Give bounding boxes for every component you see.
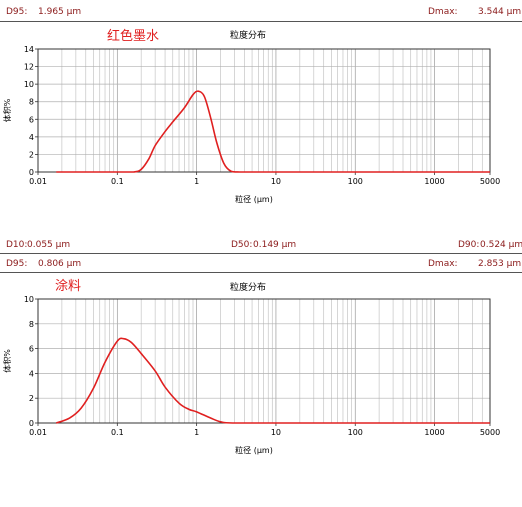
chart-title: 粒度分布 xyxy=(230,29,266,41)
d50-label: D50: xyxy=(231,240,253,250)
d95-value: 1.965 μm xyxy=(38,7,82,17)
y-tick-label: 10 xyxy=(24,295,34,304)
d10-value: 0.055 μm xyxy=(27,240,71,250)
chart-red-ink: 红色墨水 粒度分布 0 2 4 6 8 10 12 14 0.01 0.1 1 10 100 1000 5000… xyxy=(2,28,500,204)
divider xyxy=(0,272,522,273)
y-tick-label: 0 xyxy=(29,419,34,428)
d90-label: D90: xyxy=(458,240,480,250)
x-axis-label: 粒径 (μm) xyxy=(235,445,273,455)
y-tick-label: 2 xyxy=(29,394,34,403)
dmax-value: 3.544 μm xyxy=(478,7,522,17)
y-axis-label: 体积% xyxy=(2,349,12,373)
divider xyxy=(0,253,522,254)
y-tick-label: 0 xyxy=(29,168,34,177)
sample-label: 红色墨水 xyxy=(107,28,159,44)
y-tick-label: 4 xyxy=(29,369,34,378)
x-tick-label: 10 xyxy=(271,428,281,437)
d10-label: D10: xyxy=(6,240,28,250)
stats-row-1: D95: 1.965 μm Dmax: 3.544 μm xyxy=(0,6,522,20)
series-line xyxy=(56,90,490,173)
d95-value: 0.806 μm xyxy=(38,259,82,269)
y-tick-label: 8 xyxy=(29,320,34,329)
x-tick-label: 100 xyxy=(348,428,363,437)
stats-row-3: D95: 0.806 μm Dmax: 2.853 μm xyxy=(0,258,522,272)
y-tick-label: 6 xyxy=(29,345,34,354)
x-tick-label: 0.01 xyxy=(29,428,47,437)
y-tick-label: 8 xyxy=(29,98,34,107)
d95-label: D95: xyxy=(6,259,28,269)
y-tick-label: 4 xyxy=(29,133,34,142)
dmax-label: Dmax: xyxy=(428,7,458,17)
dmax-value: 2.853 μm xyxy=(478,259,522,269)
sample-label: 涂料 xyxy=(55,278,81,294)
chart-coating: 涂料 粒度分布 0 2 4 6 8 10 0.01 0.1 1 10 100 1000 5000 粒径 (μm… xyxy=(2,278,500,455)
x-tick-label: 1 xyxy=(194,177,199,186)
x-tick-label: 1000 xyxy=(424,177,444,186)
chart-title: 粒度分布 xyxy=(230,281,266,293)
x-axis-label: 粒径 (μm) xyxy=(235,194,273,204)
divider xyxy=(0,21,522,22)
x-tick-label: 0.1 xyxy=(111,177,124,186)
y-tick-label: 14 xyxy=(24,45,34,54)
x-tick-label: 100 xyxy=(348,177,363,186)
x-tick-label: 1 xyxy=(194,428,199,437)
d95-label: D95: xyxy=(6,7,28,17)
y-axis-label: 体积% xyxy=(2,98,12,122)
x-tick-label: 0.1 xyxy=(111,428,124,437)
d50-value: 0.149 μm xyxy=(253,240,297,250)
x-tick-label: 0.01 xyxy=(29,177,47,186)
x-tick-label: 1000 xyxy=(424,428,444,437)
stats-row-2: D10: 0.055 μm D50: 0.149 μm D90: 0.524 μ… xyxy=(0,239,522,253)
x-tick-label: 10 xyxy=(271,177,281,186)
y-tick-label: 2 xyxy=(29,150,34,159)
y-tick-label: 12 xyxy=(24,63,34,72)
x-tick-label: 5000 xyxy=(480,428,500,437)
grid xyxy=(37,48,491,173)
y-tick-label: 10 xyxy=(24,80,34,89)
series-line xyxy=(55,337,490,424)
dmax-label: Dmax: xyxy=(428,259,458,269)
d90-value: 0.524 μm xyxy=(480,240,522,250)
x-tick-label: 5000 xyxy=(480,177,500,186)
y-tick-label: 6 xyxy=(29,115,34,124)
grid xyxy=(37,298,491,424)
